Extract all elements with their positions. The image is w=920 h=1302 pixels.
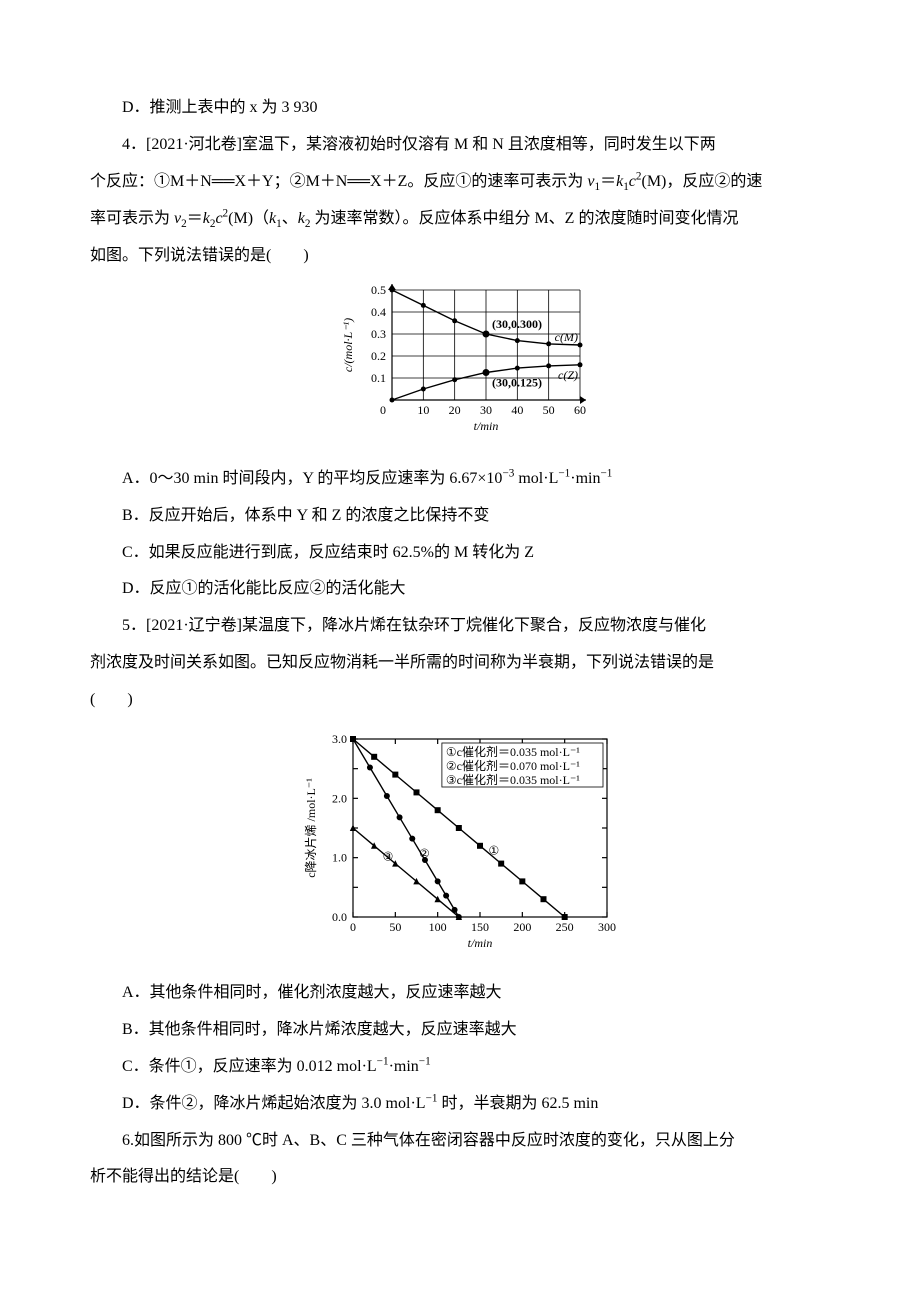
svg-text:②c催化剂＝0.070 mol·L⁻¹: ②c催化剂＝0.070 mol·L⁻¹ — [446, 758, 580, 773]
svg-text:①c催化剂＝0.035 mol·L⁻¹: ①c催化剂＝0.035 mol·L⁻¹ — [446, 744, 580, 759]
svg-text:(30,0.300): (30,0.300) — [492, 317, 542, 331]
q4-stem-l4: 如图。下列说法错误的是( ) — [90, 238, 830, 275]
q4-stem-l3: 率可表示为 v2＝k2c2(M)（k1、k2 为速率常数）。反应体系中组分 M、… — [90, 201, 830, 238]
svg-text:50: 50 — [543, 403, 555, 417]
svg-text:250: 250 — [556, 920, 574, 934]
svg-text:0: 0 — [380, 403, 386, 417]
svg-text:0.4: 0.4 — [371, 305, 386, 319]
q4-option-d: D．反应①的活化能比反应②的活化能大 — [90, 571, 830, 608]
svg-text:③: ③ — [383, 849, 394, 863]
q4-stem-l2: 个反应：①M＋N══X＋Y；②M＋N══X＋Z。反应①的速率可表示为 v1＝k1… — [90, 164, 830, 201]
q4-option-b: B．反应开始后，体系中 Y 和 Z 的浓度之比保持不变 — [90, 498, 830, 535]
q6-stem-l1: 6.如图所示为 800 ℃时 A、B、C 三种气体在密闭容器中反应时浓度的变化，… — [90, 1123, 830, 1160]
svg-text:50: 50 — [389, 920, 401, 934]
svg-text:0.3: 0.3 — [371, 327, 386, 341]
svg-text:150: 150 — [471, 920, 489, 934]
svg-text:0.2: 0.2 — [371, 349, 386, 363]
svg-text:30: 30 — [480, 403, 492, 417]
svg-text:200: 200 — [513, 920, 531, 934]
q4-chart: 10 20 30 40 50 60 0.1 0.2 0.3 0.4 0.5 0 (30,0.300) (3… — [90, 280, 830, 455]
q5-stem-l1: 5．[2021·辽宁卷]某温度下，降冰片烯在钛杂环丁烷催化下聚合，反应物浓度与催… — [90, 608, 830, 645]
svg-text:②: ② — [419, 846, 430, 860]
svg-text:1.0: 1.0 — [332, 850, 347, 864]
q5-option-c: C．条件①，反应速率为 0.012 mol·L−1·min−1 — [90, 1049, 830, 1086]
svg-text:60: 60 — [574, 403, 586, 417]
svg-text:40: 40 — [511, 403, 523, 417]
svg-text:2.0: 2.0 — [332, 791, 347, 805]
svg-text:c/(mol·L⁻¹): c/(mol·L⁻¹) — [341, 318, 355, 372]
svg-text:10: 10 — [417, 403, 429, 417]
svg-text:0: 0 — [350, 920, 356, 934]
q5-option-d: D．条件②，降冰片烯起始浓度为 3.0 mol·L−1 时，半衰期为 62.5 … — [90, 1086, 830, 1123]
svg-text:0.5: 0.5 — [371, 283, 386, 297]
svg-text:100: 100 — [429, 920, 447, 934]
q4-option-a: A．0～30 min 时间段内，Y 的平均反应速率为 6.67×10−3 mol… — [90, 461, 830, 498]
svg-text:0.0: 0.0 — [332, 910, 347, 924]
q5-chart: 0 50 100 150 200 250 300 0.0 1.0 2.0 3.0 ① ② ③ ①c催化剂＝0… — [90, 725, 830, 970]
svg-text:300: 300 — [598, 920, 616, 934]
q4-stem-l1: 4．[2021·河北卷]室温下，某溶液初始时仅溶有 M 和 N 且浓度相等，同时… — [90, 127, 830, 164]
q4-option-c: C．如果反应能进行到底，反应结束时 62.5%的 M 转化为 Z — [90, 535, 830, 572]
svg-text:c(Z): c(Z) — [558, 368, 578, 382]
svg-text:t/min: t/min — [474, 419, 499, 433]
svg-text:3.0: 3.0 — [332, 732, 347, 746]
q3-option-d: D．推测上表中的 x 为 3 930 — [90, 90, 830, 127]
svg-text:(30,0.125): (30,0.125) — [492, 376, 542, 390]
svg-text:t/min: t/min — [468, 936, 493, 950]
q5-option-a: A．其他条件相同时，催化剂浓度越大，反应速率越大 — [90, 975, 830, 1012]
svg-text:c(M): c(M) — [555, 331, 578, 345]
svg-text:0.1: 0.1 — [371, 371, 386, 385]
svg-text:③c催化剂＝0.035 mol·L⁻¹: ③c催化剂＝0.035 mol·L⁻¹ — [446, 772, 580, 787]
q5-stem-l2: 剂浓度及时间关系如图。已知反应物消耗一半所需的时间称为半衰期，下列说法错误的是 — [90, 645, 830, 682]
q5-stem-l3: ( ) — [90, 682, 830, 719]
q6-stem-l2: 析不能得出的结论是( ) — [90, 1159, 830, 1196]
svg-text:c降冰片烯 /mol·L⁻¹: c降冰片烯 /mol·L⁻¹ — [304, 777, 318, 877]
q5-option-b: B．其他条件相同时，降冰片烯浓度越大，反应速率越大 — [90, 1012, 830, 1049]
svg-text:①: ① — [488, 843, 499, 857]
svg-text:20: 20 — [449, 403, 461, 417]
